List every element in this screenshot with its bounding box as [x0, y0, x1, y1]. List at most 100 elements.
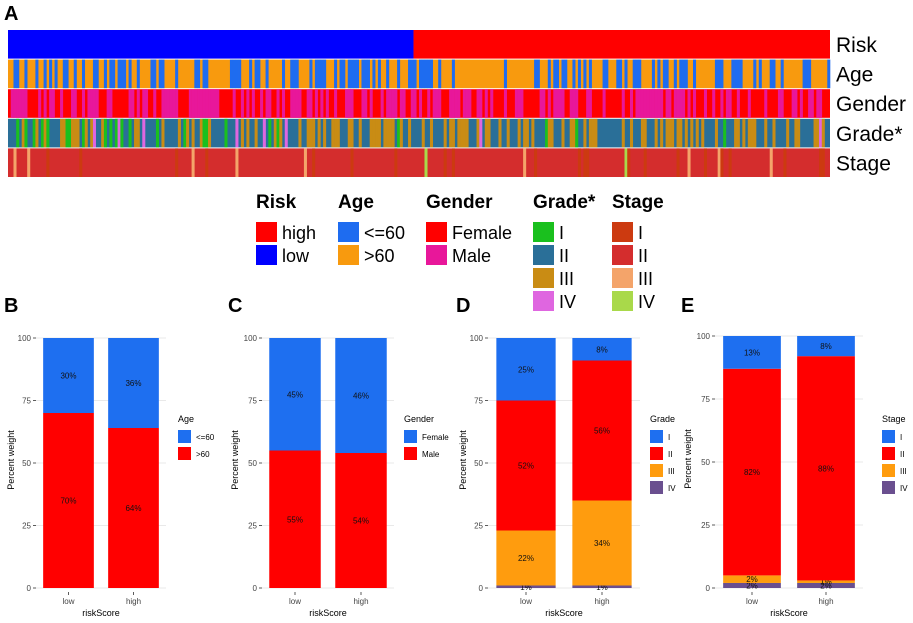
heatmap-cell: [388, 118, 392, 148]
y-tick-label: 75: [701, 395, 710, 404]
heatmap-cell: [353, 59, 357, 89]
heatmap-cell: [635, 59, 639, 89]
heatmap-cell: [561, 118, 565, 148]
heatmap-cell: [712, 89, 716, 118]
bar-data-label: 82%: [744, 468, 760, 477]
heatmap-cell: [276, 89, 280, 118]
y-tick-label: 25: [248, 522, 257, 531]
chart-legend-swatch: [178, 430, 191, 443]
heatmap-cell: [391, 89, 395, 118]
x-tick-label: low: [746, 597, 758, 606]
heatmap-cell: [421, 59, 425, 89]
heatmap-cell: [657, 59, 661, 89]
heatmap-cell: [314, 59, 318, 89]
heatmap-cell: [758, 59, 762, 89]
heatmap-cell: [35, 118, 39, 148]
heatmap-row-label: Gender: [836, 93, 906, 116]
legend-item-label: I: [559, 223, 564, 243]
heatmap-cell: [46, 118, 50, 148]
bar-segment: [108, 428, 159, 588]
heatmap-cell: [13, 148, 17, 177]
heatmap-cell: [366, 59, 370, 89]
legend-item-label: I: [638, 223, 643, 243]
heatmap-cell: [827, 59, 831, 89]
heatmap-cell: [651, 59, 655, 89]
heatmap-cell: [654, 118, 658, 148]
heatmap-row-label: Stage: [836, 152, 891, 175]
heatmap-cell: [503, 59, 507, 89]
heatmap-cell: [208, 89, 212, 118]
heatmap-cell: [539, 89, 543, 118]
heatmap-cell: [731, 59, 735, 89]
y-tick-label: 50: [248, 459, 257, 468]
heatmap-cell: [410, 59, 414, 89]
heatmap-cell: [498, 118, 502, 148]
heatmap-cell: [60, 89, 64, 118]
panel-label-c: C: [228, 295, 242, 317]
chart-legend-label: III: [900, 467, 907, 476]
heatmap-cell: [177, 118, 181, 148]
heatmap-cell: [769, 59, 773, 89]
heatmap-cell: [638, 89, 642, 118]
heatmap-cell: [479, 118, 483, 148]
legend-item-label: II: [559, 246, 569, 266]
heatmap-cell: [736, 89, 740, 118]
heatmap-cell: [325, 89, 329, 118]
heatmap-cell: [260, 89, 264, 118]
bar-data-label: 45%: [287, 390, 303, 399]
chart-legend-title: Stage: [882, 414, 906, 424]
bar-segment: [723, 582, 781, 588]
heatmap-cell: [268, 118, 272, 148]
heatmap-cell: [717, 59, 721, 89]
heatmap-cell: [386, 118, 390, 148]
heatmap-cell: [424, 148, 428, 177]
heatmap-cell: [355, 59, 360, 89]
heatmap-cell: [161, 89, 165, 118]
heatmap-cell: [747, 89, 751, 118]
bar-data-label: 1%: [596, 583, 608, 592]
heatmap-cell: [208, 118, 212, 148]
heatmap-cell: [106, 89, 110, 118]
heatmap-cell: [161, 118, 165, 148]
heatmap-cell: [375, 118, 379, 148]
heatmap-cell: [558, 89, 562, 118]
y-axis-label: Percent weight: [6, 430, 16, 490]
legend-title: Gender: [426, 192, 493, 213]
heatmap-cell: [194, 89, 198, 118]
legend-swatch: [338, 245, 359, 265]
panel-label-a: A: [4, 3, 18, 25]
heatmap-cell: [794, 89, 798, 118]
heatmap-legend: Risk high low Age <=60 >60 Gender Female Male Gra…: [256, 192, 664, 312]
heatmap-cell: [506, 118, 510, 148]
legend-item-label: low: [282, 246, 310, 266]
chart-legend-title: Age: [178, 414, 194, 424]
heatmap-cell: [819, 89, 823, 118]
heatmap-cell: [202, 89, 206, 118]
heatmap-cell: [583, 59, 587, 89]
x-tick-label: low: [62, 597, 74, 606]
heatmap-cell: [429, 118, 433, 148]
heatmap-cell: [65, 59, 69, 89]
legend-item-label: Female: [452, 223, 512, 243]
heatmap-cell: [24, 59, 28, 89]
heatmap-cell: [202, 118, 206, 148]
heatmap-cell: [254, 118, 258, 148]
heatmap-cell: [805, 59, 809, 89]
heatmap-cell: [703, 148, 707, 177]
bar-segment: [723, 575, 781, 583]
heatmap-cell: [320, 89, 324, 118]
chart-legend-swatch: [882, 464, 895, 477]
y-axis-label: Percent weight: [230, 430, 240, 490]
legend-item-label: >60: [364, 246, 395, 266]
heatmap-cell: [336, 118, 340, 148]
heatmap-cell: [575, 89, 579, 118]
chart-legend-label: <=60: [196, 433, 215, 442]
heatmap-cell: [802, 59, 806, 89]
legend-item-label: II: [638, 246, 648, 266]
bar-segment: [797, 580, 855, 583]
heatmap-cell: [531, 118, 535, 148]
y-tick-label: 0: [253, 584, 258, 593]
legend-swatch: [533, 291, 554, 311]
heatmap-cell: [16, 89, 20, 118]
heatmap-cell: [451, 59, 455, 89]
